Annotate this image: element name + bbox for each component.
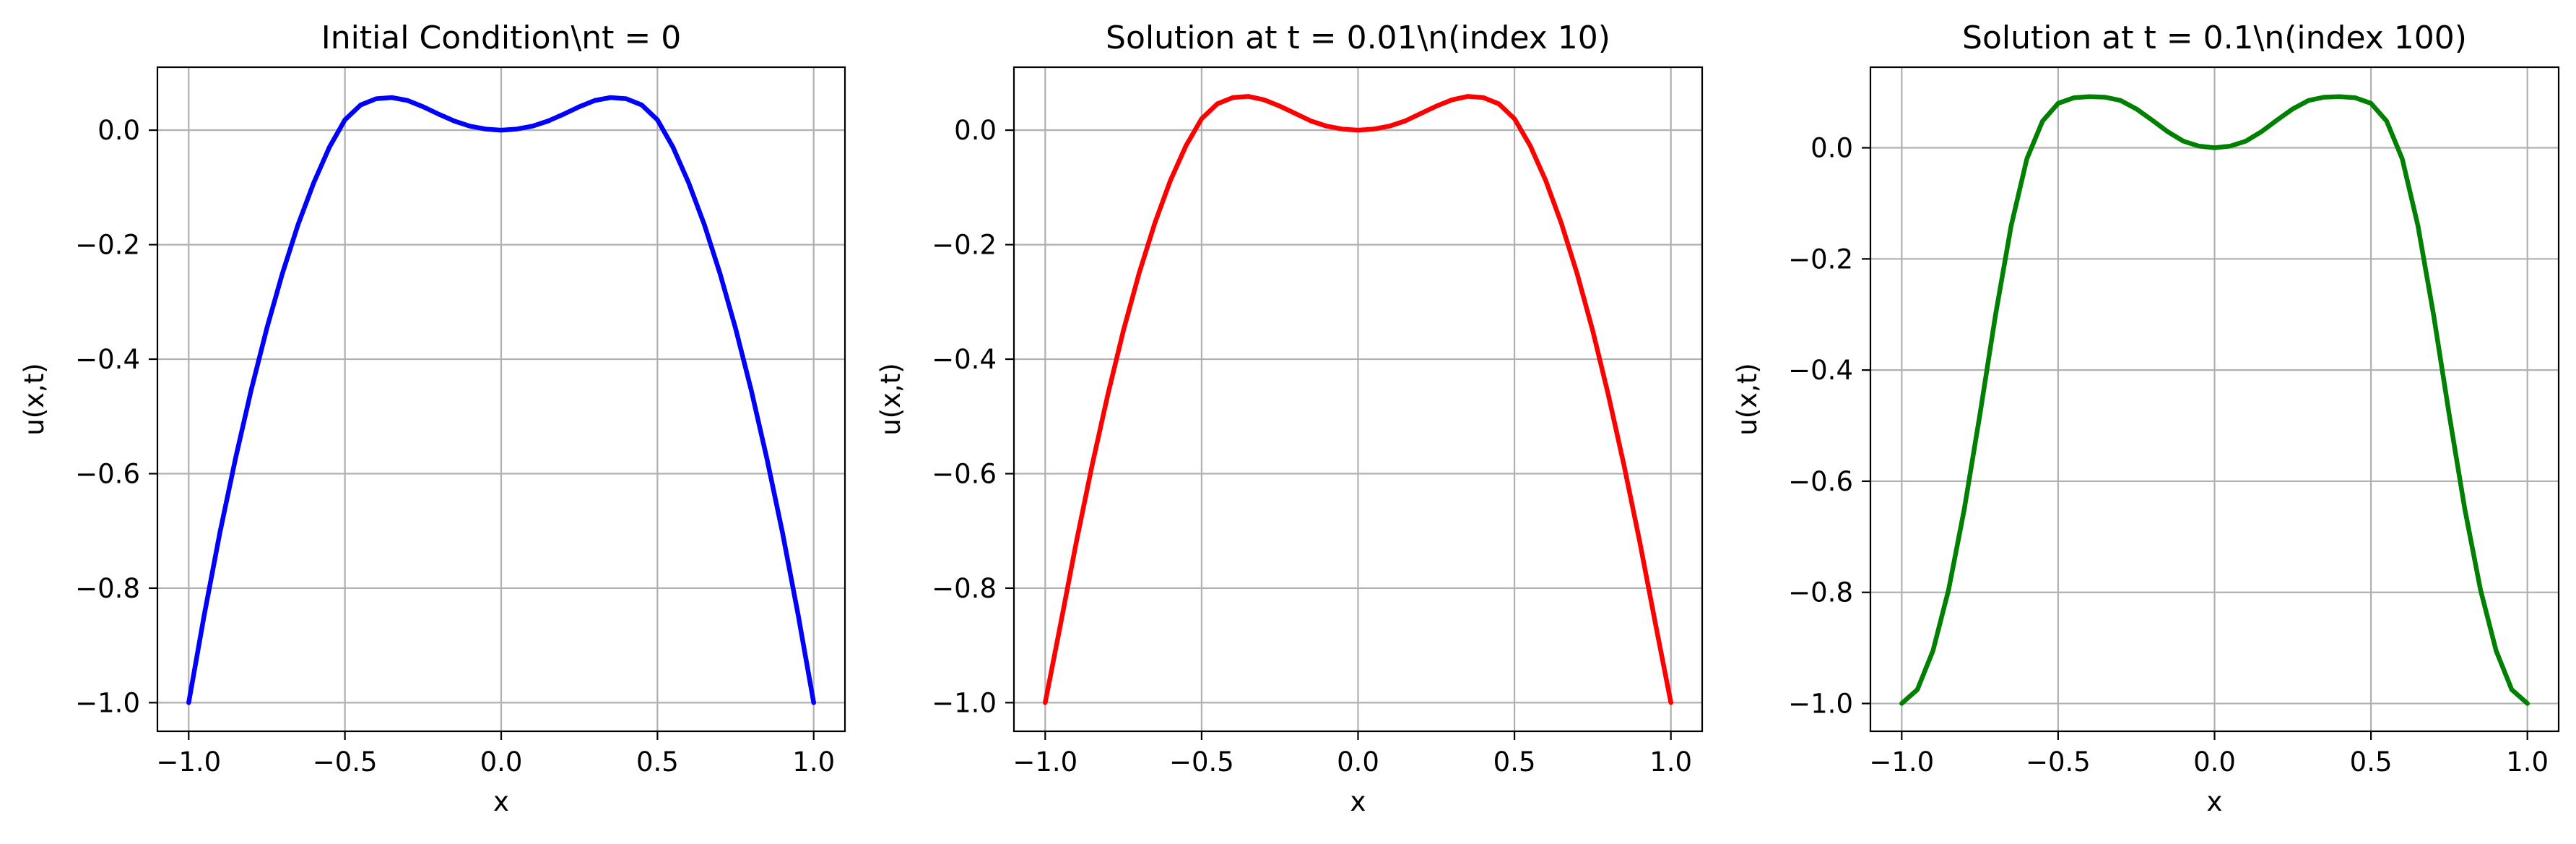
y-axis-label-3: u(x,t) <box>1732 363 1763 436</box>
series-line-1-0 <box>186 95 816 705</box>
x-tick-label-3-0: −1.0 <box>1869 746 1934 778</box>
y-tick-label-1-0: −1.0 <box>75 687 140 718</box>
y-tick-label-2-2: −0.6 <box>932 458 997 489</box>
y-tick-label-3-0: −1.0 <box>1788 689 1853 720</box>
y-axis-label-2: u(x,t) <box>875 363 906 436</box>
x-tick-label-1-3: 0.5 <box>636 746 679 778</box>
x-axis-label-2: x <box>1350 786 1366 817</box>
series-line-3-0 <box>1899 94 2530 706</box>
x-tick-label-2-2: 0.0 <box>1337 746 1379 778</box>
y-tick-label-3-4: −0.2 <box>1788 244 1853 275</box>
x-tick-label-3-2: 0.0 <box>2193 746 2236 778</box>
x-tick-label-3-3: 0.5 <box>2350 746 2393 778</box>
x-tick-label-3-1: −0.5 <box>2026 746 2091 778</box>
y-tick-label-2-4: −0.2 <box>932 230 997 261</box>
chart-title-1: Initial Condition\nt = 0 <box>321 20 682 56</box>
x-tick-label-1-4: 1.0 <box>792 746 835 778</box>
x-tick-label-1-1: −0.5 <box>313 746 378 778</box>
y-tick-label-3-5: 0.0 <box>1810 133 1853 164</box>
y-tick-label-3-1: −0.8 <box>1788 577 1853 608</box>
subplot-3: −1.0 −0.5 0.0 0.5 1.0 −1.0 −0.8 −0.6 −0.4 −0.2 0.0… <box>1732 20 2560 817</box>
y-tick-label-1-4: −0.2 <box>75 230 140 261</box>
y-tick-label-1-5: 0.0 <box>97 115 140 146</box>
subplot-1: −1.0 −0.5 0.0 0.5 1.0 −1.0 −0.8 −0.6 −0.4 −0.2 0.0… <box>19 20 846 817</box>
y-tick-label-1-1: −0.8 <box>75 573 140 604</box>
x-tick-label-2-1: −0.5 <box>1169 746 1234 778</box>
y-tick-label-2-1: −0.8 <box>932 573 997 604</box>
y-tick-label-3-2: −0.6 <box>1788 466 1853 497</box>
x-axis-label-3: x <box>2207 786 2223 817</box>
x-tick-label-2-3: 0.5 <box>1493 746 1536 778</box>
chart-title-3: Solution at t = 0.1\n(index 100) <box>1962 20 2467 56</box>
y-axis-label-1: u(x,t) <box>19 363 50 436</box>
subplot-2: −1.0 −0.5 0.0 0.5 1.0 −1.0 −0.8 −0.6 −0.4 −0.2 0.0… <box>875 20 1704 817</box>
y-tick-label-2-5: 0.0 <box>954 115 997 146</box>
y-tick-label-3-3: −0.4 <box>1788 355 1853 386</box>
y-tick-label-1-2: −0.6 <box>75 458 140 489</box>
y-tick-label-2-0: −1.0 <box>932 687 997 718</box>
chart-title-2: Solution at t = 0.01\n(index 10) <box>1106 20 1610 56</box>
x-axis-label-1: x <box>493 786 509 817</box>
x-tick-label-1-0: −1.0 <box>156 746 221 778</box>
y-tick-label-1-3: −0.4 <box>75 344 140 375</box>
x-tick-label-1-2: 0.0 <box>480 746 523 778</box>
x-tick-label-3-4: 1.0 <box>2506 746 2549 778</box>
y-tick-label-2-3: −0.4 <box>932 344 997 375</box>
x-tick-label-2-4: 1.0 <box>1649 746 1692 778</box>
series-line-2-0 <box>1043 94 1673 705</box>
x-tick-label-2-0: −1.0 <box>1012 746 1077 778</box>
